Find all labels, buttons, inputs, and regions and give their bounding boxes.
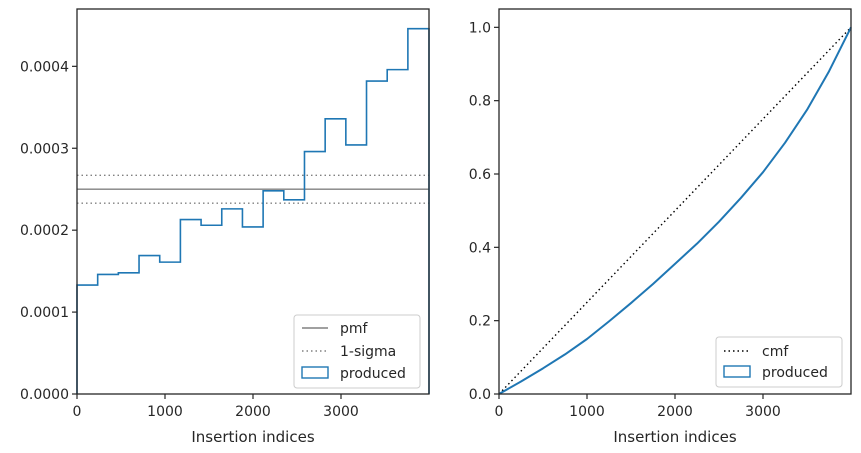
- y-tick-label: 0.8: [469, 94, 491, 110]
- legend-pmf-label: pmf: [340, 321, 369, 337]
- y-tick-label: 0.0: [469, 387, 491, 403]
- cmf-line: [498, 26, 852, 395]
- produced-cumulative-line: [498, 26, 852, 395]
- legend: cmf produced: [715, 336, 843, 388]
- legend-box: [715, 336, 843, 388]
- y-tick-label: 0.0004: [20, 59, 69, 75]
- legend-box: [293, 314, 421, 389]
- legend-produced-label: produced: [340, 366, 406, 382]
- legend-produced-swatch: [301, 366, 329, 379]
- left-panel-histogram: 0 1000 2000 3000 0.0000 0.0001 0.0002 0.0003 0.0…: [20, 8, 430, 446]
- legend-sigma-label: 1-sigma: [340, 344, 396, 360]
- x-tick-label: 2000: [657, 404, 693, 420]
- x-tick-label: 1000: [569, 404, 605, 420]
- x-axis-title: Insertion indices: [191, 428, 314, 446]
- right-panel-cumulative: 0 1000 2000 3000 0.0 0.2 0.4 0.6 0.8 1.0 Insertion…: [469, 8, 852, 446]
- y-tick-label: 0.0000: [20, 387, 69, 403]
- x-tick-label: 0: [495, 404, 504, 420]
- x-tick-label: 3000: [323, 404, 359, 420]
- y-tick-label: 0.2: [469, 314, 491, 330]
- y-tick-label: 0.0001: [20, 305, 69, 321]
- y-tick-label: 1.0: [469, 20, 491, 36]
- y-tick-label: 0.6: [469, 167, 491, 183]
- legend-produced-swatch: [723, 365, 751, 378]
- y-tick-label: 0.0003: [20, 141, 69, 157]
- x-tick-label: 1000: [147, 404, 183, 420]
- x-tick-label: 0: [73, 404, 82, 420]
- legend-cmf-label: cmf: [762, 344, 789, 360]
- plot-frame: [498, 8, 852, 395]
- x-tick-label: 3000: [745, 404, 781, 420]
- x-tick-label: 2000: [235, 404, 271, 420]
- legend-produced-label: produced: [762, 365, 828, 381]
- legend: pmf 1-sigma produced: [293, 314, 421, 389]
- produced-histogram: [76, 27, 430, 394]
- y-tick-label: 0.0002: [20, 223, 69, 239]
- y-tick-label: 0.4: [469, 240, 491, 256]
- x-axis-title: Insertion indices: [613, 428, 736, 446]
